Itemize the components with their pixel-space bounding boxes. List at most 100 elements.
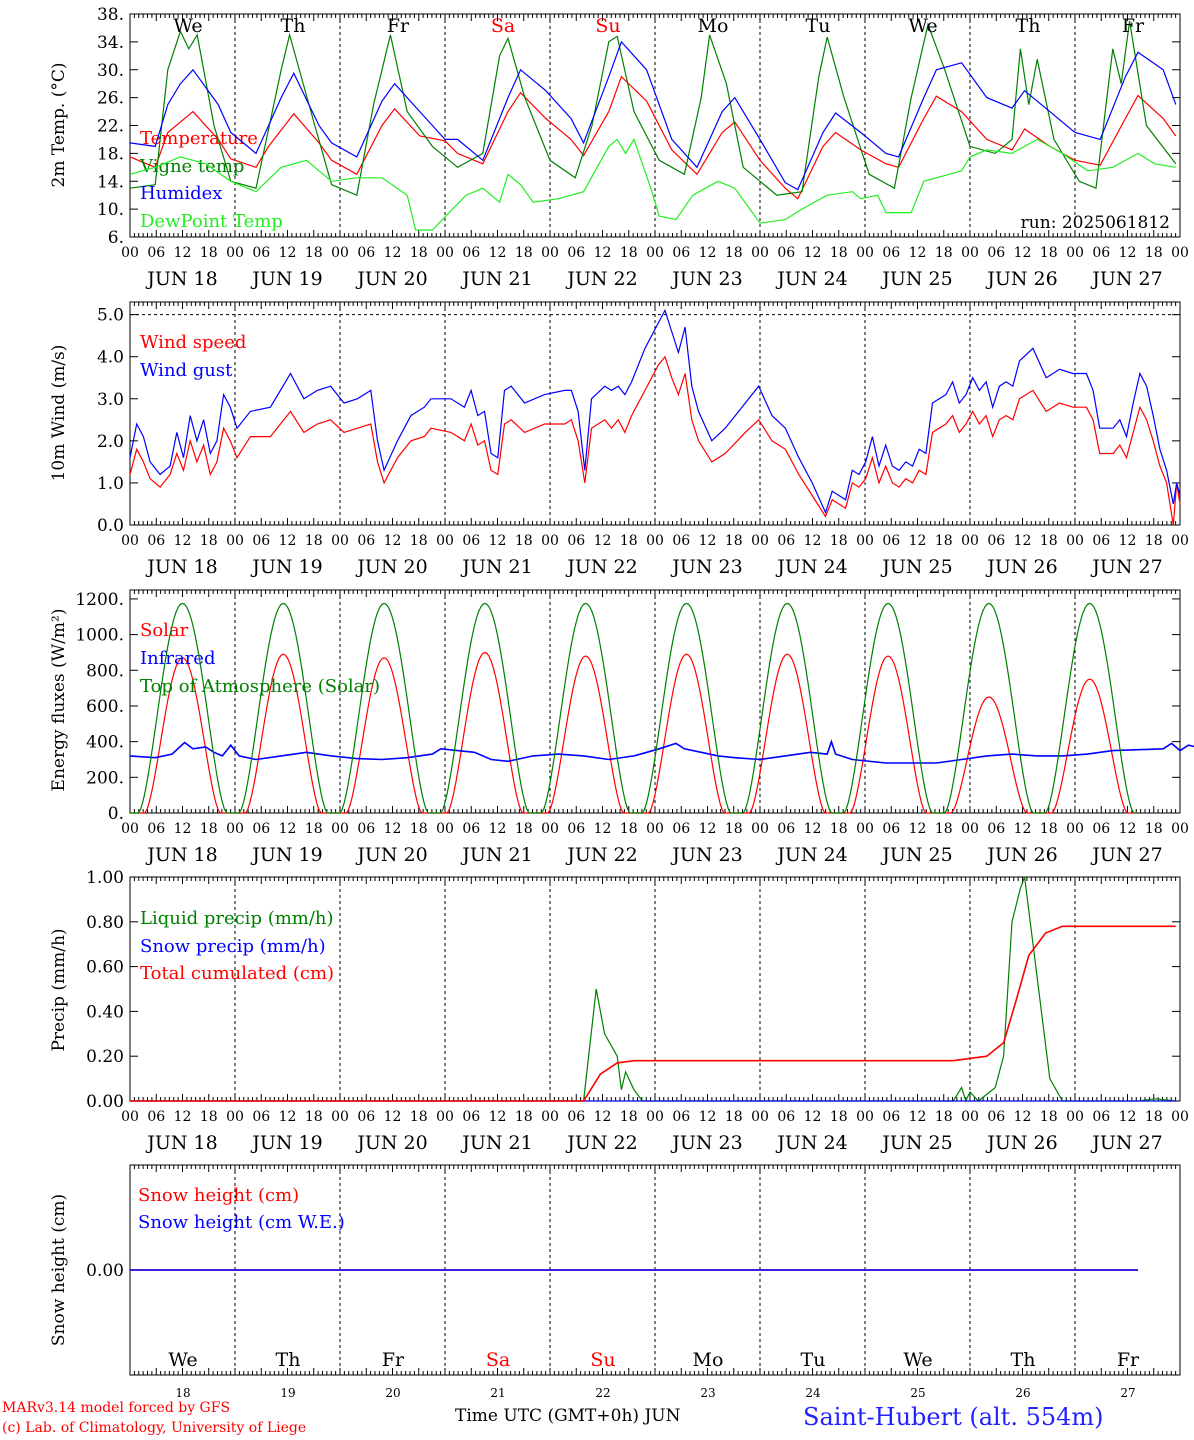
hour-tick-label: 18 xyxy=(200,1109,218,1125)
hour-tick-label: 06 xyxy=(147,245,165,261)
legend-label: Total cumulated (cm) xyxy=(140,963,334,984)
day-number-label: 23 xyxy=(700,1386,715,1400)
hour-tick-label: 00 xyxy=(1171,533,1189,549)
series-line xyxy=(129,137,1176,231)
hour-tick-label: 12 xyxy=(174,1109,192,1125)
date-label: JUN 27 xyxy=(1090,268,1162,290)
hour-tick-label: 12 xyxy=(384,245,402,261)
hour-tick-label: 06 xyxy=(567,245,585,261)
hour-tick-label: 12 xyxy=(909,245,927,261)
station-name: Saint-Hubert (alt. 554m) xyxy=(803,1403,1104,1431)
hour-tick-label: 00 xyxy=(961,533,979,549)
y-axis-label: 2m Temp. (°C) xyxy=(49,62,69,187)
hour-tick-label: 00 xyxy=(436,245,454,261)
series-line xyxy=(130,925,1176,1102)
hour-tick-label: 12 xyxy=(594,533,612,549)
y-tick-label: 18. xyxy=(97,144,124,164)
hour-tick-label: 00 xyxy=(436,1109,454,1125)
series-line xyxy=(129,308,1181,515)
hour-tick-label: 18 xyxy=(935,1109,953,1125)
weekday-label: We xyxy=(173,15,202,37)
date-label: JUN 27 xyxy=(1090,844,1162,866)
hour-tick-label: 00 xyxy=(121,821,139,837)
series-line xyxy=(129,75,1177,200)
hour-tick-label: 00 xyxy=(331,1109,349,1125)
hour-tick-label: 00 xyxy=(226,245,244,261)
legend-label: Solar xyxy=(140,620,189,641)
weekday-label: We xyxy=(903,1349,932,1371)
hour-tick-label: 18 xyxy=(620,1109,638,1125)
hour-tick-label: 06 xyxy=(147,821,165,837)
hour-tick-label: 12 xyxy=(279,821,297,837)
y-tick-label: 6. xyxy=(108,228,124,248)
date-label: JUN 26 xyxy=(985,556,1057,578)
hour-tick-label: 00 xyxy=(856,245,874,261)
hour-tick-label: 06 xyxy=(987,821,1005,837)
hour-tick-label: 06 xyxy=(672,821,690,837)
hour-tick-label: 00 xyxy=(541,533,559,549)
hour-tick-label: 06 xyxy=(462,821,480,837)
hour-tick-label: 06 xyxy=(1092,1109,1110,1125)
hour-tick-label: 18 xyxy=(935,821,953,837)
hour-tick-label: 18 xyxy=(1040,533,1058,549)
hour-tick-label: 12 xyxy=(1014,1109,1032,1125)
series-line xyxy=(129,20,1177,197)
day-number-label: 25 xyxy=(910,1386,925,1400)
hour-tick-label: 12 xyxy=(804,821,822,837)
date-label: JUN 23 xyxy=(670,268,742,290)
y-axis-label: Precip (mm/h) xyxy=(49,928,69,1051)
hour-tick-label: 06 xyxy=(777,1109,795,1125)
hour-tick-label: 06 xyxy=(567,821,585,837)
weekday-label: Fr xyxy=(387,15,410,37)
date-label: JUN 26 xyxy=(985,1132,1057,1154)
hour-tick-label: 12 xyxy=(1014,821,1032,837)
hour-tick-label: 18 xyxy=(515,533,533,549)
date-label: JUN 23 xyxy=(670,556,742,578)
y-axis-label: 10m Wind (m/s) xyxy=(49,345,69,482)
hour-tick-label: 00 xyxy=(1066,533,1084,549)
y-tick-label: 400. xyxy=(86,733,124,753)
hour-tick-label: 18 xyxy=(200,533,218,549)
weekday-label: Th xyxy=(281,15,306,37)
date-label: JUN 20 xyxy=(355,268,427,290)
y-tick-label: 4.0 xyxy=(97,348,124,368)
hour-tick-label: 00 xyxy=(226,533,244,549)
y-tick-label: 34. xyxy=(97,33,124,53)
legend-label: Snow height (cm) xyxy=(138,1185,299,1206)
date-label: JUN 18 xyxy=(145,556,217,578)
legend-label: Humidex xyxy=(140,183,222,204)
hour-tick-label: 12 xyxy=(1014,533,1032,549)
hour-tick-label: 12 xyxy=(384,1109,402,1125)
date-label: JUN 21 xyxy=(460,1132,532,1154)
y-tick-label: 3.0 xyxy=(97,390,124,410)
hour-tick-label: 12 xyxy=(1119,245,1137,261)
hour-tick-label: 06 xyxy=(777,245,795,261)
hour-tick-label: 00 xyxy=(331,245,349,261)
hour-tick-label: 12 xyxy=(384,533,402,549)
y-tick-label: 30. xyxy=(97,61,124,81)
hour-tick-label: 18 xyxy=(620,821,638,837)
hour-tick-label: 00 xyxy=(751,533,769,549)
weekday-label: Fr xyxy=(1122,15,1145,37)
weekday-label: We xyxy=(168,1349,197,1371)
hour-tick-label: 18 xyxy=(410,1109,428,1125)
hour-tick-label: 06 xyxy=(1092,245,1110,261)
y-tick-label: 2.0 xyxy=(97,432,124,452)
legend-label: Snow height (cm W.E.) xyxy=(138,1212,345,1233)
hour-tick-label: 18 xyxy=(935,245,953,261)
hour-tick-label: 00 xyxy=(436,821,454,837)
hour-tick-label: 00 xyxy=(961,1109,979,1125)
hour-tick-label: 12 xyxy=(909,533,927,549)
y-tick-label: 1.00 xyxy=(86,868,124,888)
date-label: JUN 24 xyxy=(775,556,847,578)
hour-tick-label: 00 xyxy=(331,821,349,837)
hour-tick-label: 12 xyxy=(804,533,822,549)
hour-tick-label: 06 xyxy=(462,245,480,261)
weekday-label: Mo xyxy=(693,1349,724,1371)
day-number-label: 21 xyxy=(490,1386,505,1400)
hour-tick-label: 06 xyxy=(252,821,270,837)
y-tick-label: 0. xyxy=(108,804,124,824)
weekday-label: Fr xyxy=(382,1349,405,1371)
model-credit: MARv3.14 model forced by GFS xyxy=(2,1400,231,1416)
hour-tick-label: 12 xyxy=(489,533,507,549)
